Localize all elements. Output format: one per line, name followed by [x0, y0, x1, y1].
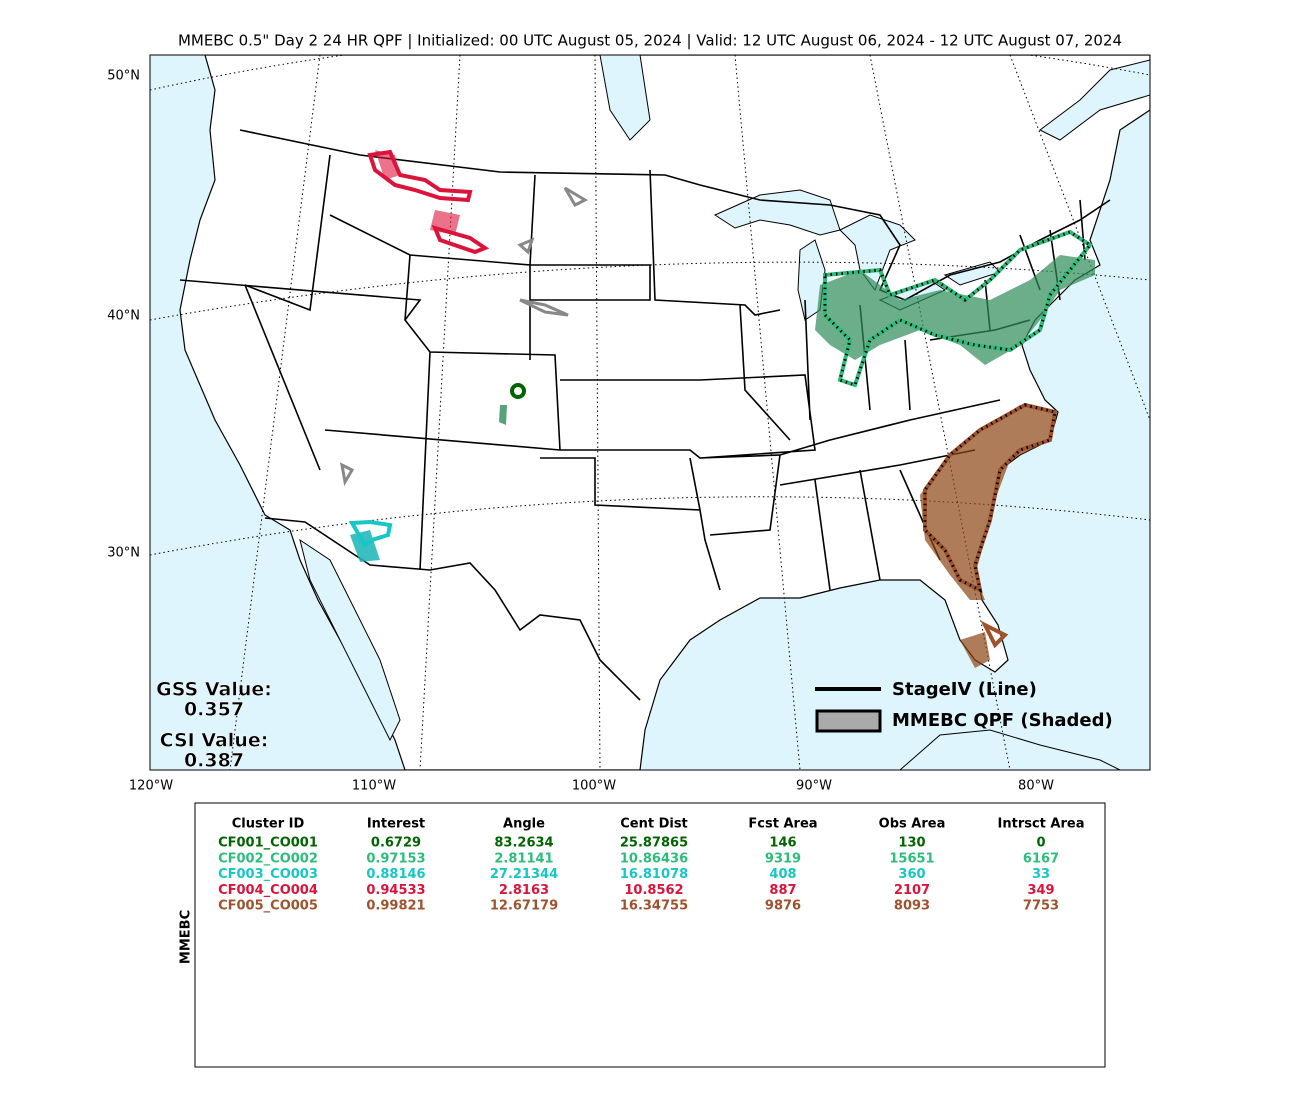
table-cell: 6167: [1023, 851, 1059, 866]
obs-outline: [367, 149, 490, 255]
lake: [713, 189, 841, 236]
table-header: Cent Dist: [620, 817, 688, 832]
table-cell: 0.94533: [366, 883, 425, 898]
lon-labels: 120°W 110°W 100°W 90°W 80°W: [129, 779, 1054, 794]
intersect-outline: [923, 403, 1057, 593]
csi-label: CSI Value:: [160, 730, 269, 752]
gss-label: GSS Value:: [156, 679, 272, 701]
table-cell: 349: [1027, 883, 1054, 898]
scores: GSS Value: 0.357 CSI Value: 0.387: [156, 678, 272, 772]
csi-value: 0.387: [184, 750, 244, 772]
obs-outline: [510, 383, 526, 399]
lat-label: 30°N: [107, 546, 140, 561]
table-header: Angle: [503, 817, 545, 832]
table-cell: CF001_CO001: [218, 836, 318, 851]
table-side-label: MMEBC: [179, 910, 194, 964]
clusters: [340, 149, 1095, 668]
lon-label: 90°W: [796, 779, 832, 794]
table-cell: 9876: [765, 899, 801, 914]
fcst-area: [815, 255, 1095, 365]
table-cell: CF004_CO004: [218, 883, 318, 898]
caribbean: [899, 729, 1121, 770]
table-cell: 25.87865: [620, 836, 688, 851]
table-cell: CF003_CO003: [218, 867, 318, 882]
table-cell: 10.86436: [620, 851, 688, 866]
lon-label: 120°W: [129, 779, 173, 794]
table-cell: 33: [1032, 867, 1050, 882]
table-cell: 7753: [1023, 899, 1059, 914]
table-cell: 2.8163: [499, 883, 549, 898]
table-cell: CF002_CO002: [218, 851, 318, 866]
table-frame: [194, 802, 1106, 1068]
obs-outline: [823, 229, 1093, 388]
table-cell: 130: [898, 836, 925, 851]
table-cell: CF005_CO005: [218, 899, 318, 914]
table-cell: 16.81078: [620, 867, 688, 882]
legend-swatch: [815, 709, 882, 733]
legend-label: StageIV (Line): [892, 679, 1037, 700]
table-cell: 83.2634: [494, 836, 553, 851]
table-cell: 12.67179: [490, 899, 558, 914]
table-cell: 15651: [889, 851, 934, 866]
title: MMEBC 0.5" Day 2 24 HR QPF | Initialized…: [178, 32, 1122, 50]
gss-value: 0.357: [184, 699, 244, 721]
legend-label: MMEBC QPF (Shaded): [892, 710, 1113, 731]
fcst-area: [499, 405, 507, 425]
lon-label: 100°W: [572, 779, 616, 794]
table-header: Intrsct Area: [998, 817, 1085, 832]
table-header: Fcst Area: [748, 817, 817, 832]
map: [150, 55, 1150, 770]
lon-label: 80°W: [1018, 779, 1054, 794]
table-cell: 0.6729: [371, 836, 421, 851]
table-cell: 8093: [894, 899, 930, 914]
table-cell: 0.99821: [366, 899, 425, 914]
unmatched-outline: [340, 186, 589, 487]
table: Cluster ID Interest Angle Cent Dist Fcst Are…: [218, 817, 1084, 914]
lat-label: 50°N: [107, 69, 140, 84]
lake: [839, 214, 916, 292]
table-cell: 16.34755: [620, 899, 688, 914]
table-header: Interest: [367, 817, 425, 832]
table-header: Obs Area: [879, 817, 946, 832]
table-cell: 408: [769, 867, 796, 882]
table-cell: 0.97153: [366, 851, 425, 866]
gulf-stlawrence: [1039, 59, 1150, 141]
map-frame: [149, 54, 1151, 771]
table-cell: 2107: [894, 883, 930, 898]
table-cell: 27.21344: [490, 867, 558, 882]
table-cell: 146: [769, 836, 796, 851]
table-cell: 9319: [765, 851, 801, 866]
table-cell: 360: [898, 867, 925, 882]
lat-label: 40°N: [107, 309, 140, 324]
graticule: [150, 55, 1150, 770]
table-cell: 2.81141: [494, 851, 553, 866]
table-cell: 10.8562: [624, 883, 683, 898]
borders: [179, 129, 1111, 701]
legend: StageIV (Line) MMEBC QPF (Shaded): [815, 679, 1113, 733]
table-cell: 0.88146: [366, 867, 425, 882]
obs-outline: [348, 519, 393, 548]
gulf-california: [299, 538, 401, 742]
lake: [599, 55, 651, 141]
lon-label: 110°W: [352, 779, 396, 794]
lat-labels: 50°N 40°N 30°N: [107, 69, 140, 561]
table-cell: 887: [769, 883, 796, 898]
table-header: Cluster ID: [232, 817, 305, 832]
fcst-area: [960, 632, 990, 668]
table-cell: 0: [1036, 836, 1045, 851]
